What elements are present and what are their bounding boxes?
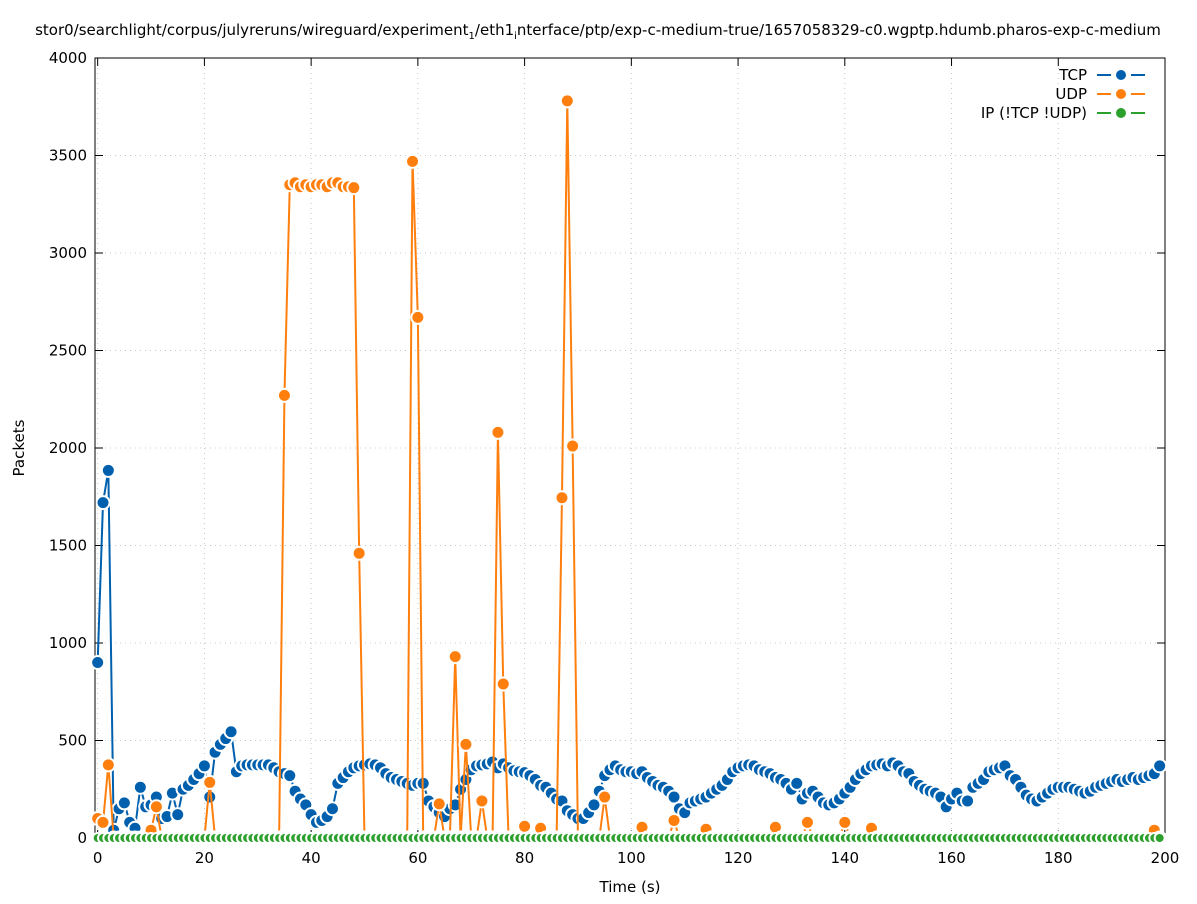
- title-subscript: i: [514, 31, 517, 42]
- y-tick-label: 1500: [49, 537, 87, 555]
- legend-label: UDP: [1055, 85, 1087, 103]
- udp-point: [276, 387, 292, 403]
- tcp-point: [586, 797, 602, 813]
- x-tick-label: 40: [302, 849, 321, 867]
- grid: [95, 57, 1166, 839]
- udp-point: [597, 789, 613, 805]
- tcp-point: [324, 801, 340, 817]
- tcp-point: [789, 775, 805, 791]
- y-tick-label: 500: [58, 732, 87, 750]
- tcp-point: [95, 495, 111, 511]
- ip-series: [91, 832, 1166, 844]
- y-axis-label: Packets: [10, 419, 28, 476]
- udp-point: [431, 796, 447, 812]
- udp-series: [90, 93, 1168, 846]
- legend-marker: [1114, 87, 1128, 101]
- title-part: /eth1: [475, 21, 514, 39]
- udp-point: [837, 814, 853, 830]
- y-tick-label: 3500: [49, 147, 87, 165]
- udp-point: [405, 153, 421, 169]
- udp-point: [410, 309, 426, 325]
- y-tick-label: 2000: [49, 439, 87, 457]
- udp-point: [559, 93, 575, 109]
- udp-point: [447, 649, 463, 665]
- title-part: nterface/ptp/exp-c-medium-true/165705832…: [517, 21, 1161, 39]
- legend-label: TCP: [1058, 66, 1087, 84]
- udp-point: [565, 438, 581, 454]
- legend-label: IP (!TCP !UDP): [981, 104, 1087, 122]
- x-tick-label: 0: [93, 849, 103, 867]
- title-part: stor0/searchlight/corpus/julyreruns/wire…: [35, 21, 469, 39]
- x-tick-label: 200: [1151, 849, 1180, 867]
- udp-point: [95, 814, 111, 830]
- udp-point: [351, 545, 367, 561]
- x-tick-label: 160: [937, 849, 966, 867]
- legend-marker: [1114, 68, 1128, 82]
- udp-point: [474, 793, 490, 809]
- tcp-point: [282, 768, 298, 784]
- udp-point: [554, 490, 570, 506]
- udp-point: [799, 814, 815, 830]
- tcp-point: [1152, 758, 1168, 774]
- x-axis-label: Time (s): [599, 878, 661, 896]
- x-tick-label: 120: [724, 849, 753, 867]
- tcp-point: [960, 793, 976, 809]
- x-tick-label: 80: [515, 849, 534, 867]
- udp-point: [100, 757, 116, 773]
- x-tick-label: 60: [408, 849, 427, 867]
- x-tick-label: 180: [1044, 849, 1073, 867]
- tcp-point: [90, 655, 106, 670]
- tcp-point: [100, 462, 116, 478]
- tcp-series: [90, 462, 1168, 838]
- tcp-point: [223, 724, 239, 740]
- udp-point: [148, 799, 164, 815]
- y-tick-label: 4000: [49, 49, 87, 67]
- udp-point: [490, 424, 506, 440]
- y-tick-label: 0: [77, 829, 87, 847]
- udp-point: [666, 812, 682, 828]
- y-tick-label: 1000: [49, 634, 87, 652]
- ip-point: [1153, 832, 1166, 844]
- udp-point: [202, 774, 218, 790]
- tcp-point: [170, 807, 186, 823]
- tcp-point: [132, 779, 148, 795]
- plot-area: [90, 93, 1168, 846]
- x-tick-label: 100: [617, 849, 646, 867]
- tcp-point: [116, 795, 132, 811]
- chart-title: stor0/searchlight/corpus/julyreruns/wire…: [35, 21, 1161, 42]
- y-tick-label: 3000: [49, 244, 87, 262]
- title-subscript: 1: [469, 31, 475, 42]
- udp-point: [346, 180, 362, 196]
- udp-line: [97, 100, 1161, 839]
- x-tick-label: 140: [830, 849, 859, 867]
- x-tick-label: 20: [195, 849, 214, 867]
- y-tick-label: 2500: [49, 342, 87, 360]
- legend-marker: [1114, 106, 1128, 120]
- udp-point: [458, 736, 474, 752]
- udp-point: [495, 676, 511, 692]
- tcp-point: [196, 758, 212, 774]
